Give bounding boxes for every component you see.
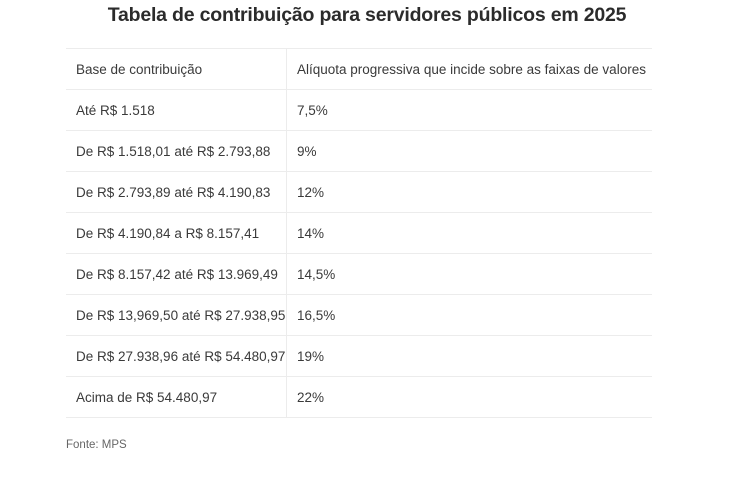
- cell-aliquota: 7,5%: [286, 89, 652, 131]
- source-note: Fonte: MPS: [66, 439, 127, 451]
- table-row: De R$ 1.518,01 até R$ 2.793,88 9%: [66, 130, 652, 172]
- table-row: De R$ 4.190,84 a R$ 8.157,41 14%: [66, 212, 652, 254]
- cell-aliquota: 19%: [286, 335, 652, 377]
- page-title: Tabela de contribuição para servidores p…: [107, 4, 627, 26]
- cell-aliquota: 9%: [286, 130, 652, 172]
- cell-base: De R$ 27.938,96 até R$ 54.480,97: [66, 335, 287, 377]
- table-row: De R$ 27.938,96 até R$ 54.480,97 19%: [66, 335, 652, 377]
- cell-aliquota: 22%: [286, 376, 652, 418]
- cell-base: De R$ 4.190,84 a R$ 8.157,41: [66, 212, 287, 254]
- cell-aliquota: 14,5%: [286, 253, 652, 295]
- table-row: Acima de R$ 54.480,97 22%: [66, 376, 652, 418]
- header-base: Base de contribuição: [66, 48, 287, 90]
- cell-base: De R$ 8.157,42 até R$ 13.969,49: [66, 253, 287, 295]
- table-row: De R$ 8.157,42 até R$ 13.969,49 14,5%: [66, 253, 652, 295]
- table-row: Até R$ 1.518 7,5%: [66, 89, 652, 131]
- cell-base: De R$ 13,969,50 até R$ 27.938,95: [66, 294, 287, 336]
- cell-base: Acima de R$ 54.480,97: [66, 376, 287, 418]
- cell-aliquota: 16,5%: [286, 294, 652, 336]
- table-row: De R$ 13,969,50 até R$ 27.938,95 16,5%: [66, 294, 652, 336]
- cell-aliquota: 14%: [286, 212, 652, 254]
- table-header-row: Base de contribuição Alíquota progressiv…: [66, 48, 652, 90]
- contribution-table: Base de contribuição Alíquota progressiv…: [66, 48, 652, 418]
- header-aliquota: Alíquota progressiva que incide sobre as…: [286, 48, 652, 90]
- cell-aliquota: 12%: [286, 171, 652, 213]
- cell-base: Até R$ 1.518: [66, 89, 287, 131]
- cell-base: De R$ 2.793,89 até R$ 4.190,83: [66, 171, 287, 213]
- cell-base: De R$ 1.518,01 até R$ 2.793,88: [66, 130, 287, 172]
- table-row: De R$ 2.793,89 até R$ 4.190,83 12%: [66, 171, 652, 213]
